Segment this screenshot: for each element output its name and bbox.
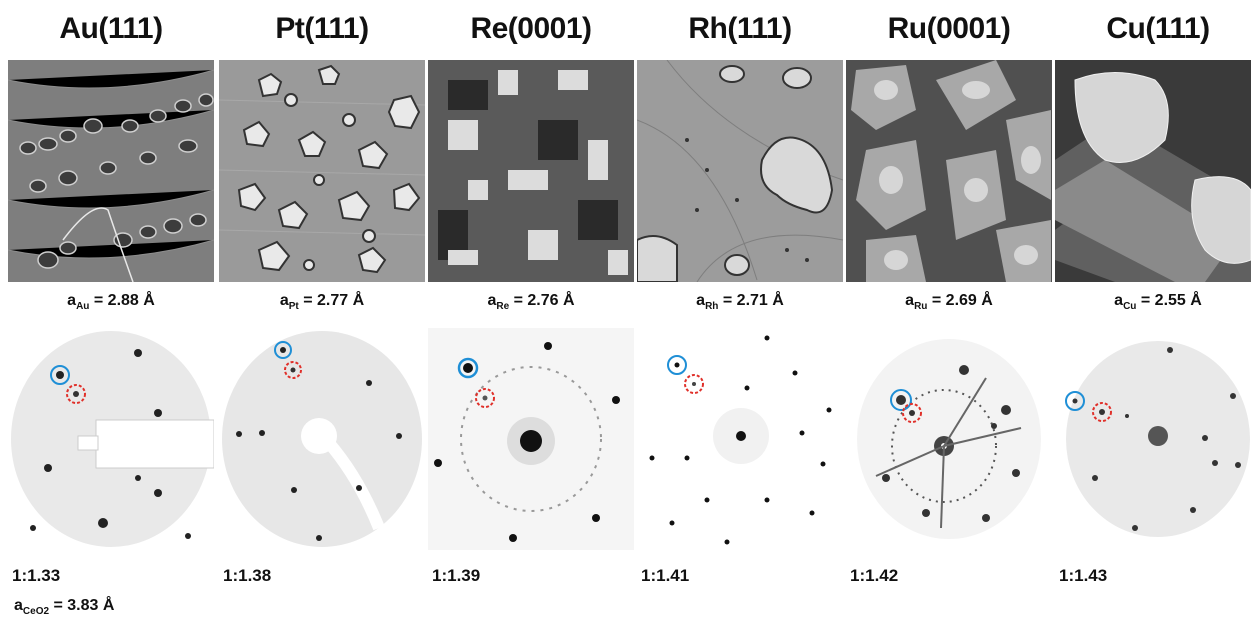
substrate-spot-circle xyxy=(890,389,912,411)
stm-image-pt111 xyxy=(219,60,425,282)
leed-pattern-re0001 xyxy=(428,328,634,550)
panel-re0001: Re(0001) aRe = 2.76 Å xyxy=(428,0,634,600)
lattice-constant-label: aRh = 2.71 Å xyxy=(696,292,784,313)
leed-pattern-au111 xyxy=(8,328,214,550)
lattice-constant-label: aCu = 2.55 Å xyxy=(1114,292,1202,313)
panel-au111: Au(111) aAu = 2.88 Å xyxy=(8,0,214,600)
ceo2-spot-circle xyxy=(284,361,302,379)
ceo2-spot-circle xyxy=(1092,402,1112,422)
leed-pattern-cu111 xyxy=(1055,328,1251,550)
ratio-label: 1:1.43 xyxy=(1059,566,1108,585)
panel-title: Pt(111) xyxy=(275,12,369,45)
ratio-label: 1:1.39 xyxy=(432,566,481,585)
panel-title: Cu(111) xyxy=(1106,12,1210,45)
ceo2-spot-circle xyxy=(475,388,495,408)
substrate-spot-circle xyxy=(1065,391,1085,411)
panel-cu111: Cu(111) aCu = 2.55 Å xyxy=(1055,0,1251,600)
stm-image-rh111 xyxy=(637,60,843,282)
stm-image-cu111 xyxy=(1055,60,1251,282)
lattice-constant-label: aPt = 2.77 Å xyxy=(279,292,365,313)
leed-pattern-pt111 xyxy=(219,328,425,550)
panel-title: Au(111) xyxy=(59,12,163,45)
substrate-spot-circle xyxy=(274,341,292,359)
panel-rh111: Rh(111) aRh = 2.71 Å xyxy=(637,0,843,600)
panel-title: Rh(111) xyxy=(688,12,792,45)
ratio-label: 1:1.33 xyxy=(12,566,61,585)
ratio-label: 1:1.38 xyxy=(223,566,272,585)
leed-pattern-ru0001 xyxy=(846,328,1052,550)
stm-image-au111 xyxy=(8,60,214,282)
panel-title: Ru(0001) xyxy=(887,12,1011,45)
stm-image-ru0001 xyxy=(846,60,1052,282)
ratio-label: 1:1.42 xyxy=(850,566,899,585)
substrate-spot-circle xyxy=(50,365,70,385)
lattice-constant-label: aRu = 2.69 Å xyxy=(905,292,993,313)
substrate-spot-circle xyxy=(667,355,687,375)
stm-image-re0001 xyxy=(428,60,634,282)
panel-title: Re(0001) xyxy=(470,12,592,45)
ceo2-spot-circle xyxy=(684,374,704,394)
lattice-constant-label: aRe = 2.76 Å xyxy=(487,292,575,313)
ceo2-lattice-constant-label: aCeO2 = 3.83 Å xyxy=(14,597,115,618)
ceo2-spot-circle xyxy=(66,384,86,404)
ceo2-spot-circle xyxy=(902,403,922,423)
lattice-constant-label: aAu = 2.88 Å xyxy=(67,292,155,313)
ratio-label: 1:1.41 xyxy=(641,566,690,585)
panel-ru0001: Ru(0001) aRu = 2.69 Å xyxy=(846,0,1052,600)
leed-pattern-rh111 xyxy=(637,328,843,550)
panel-pt111: Pt(111) aPt = 2.77 Å xyxy=(219,0,425,600)
substrate-spot-circle xyxy=(457,357,479,379)
